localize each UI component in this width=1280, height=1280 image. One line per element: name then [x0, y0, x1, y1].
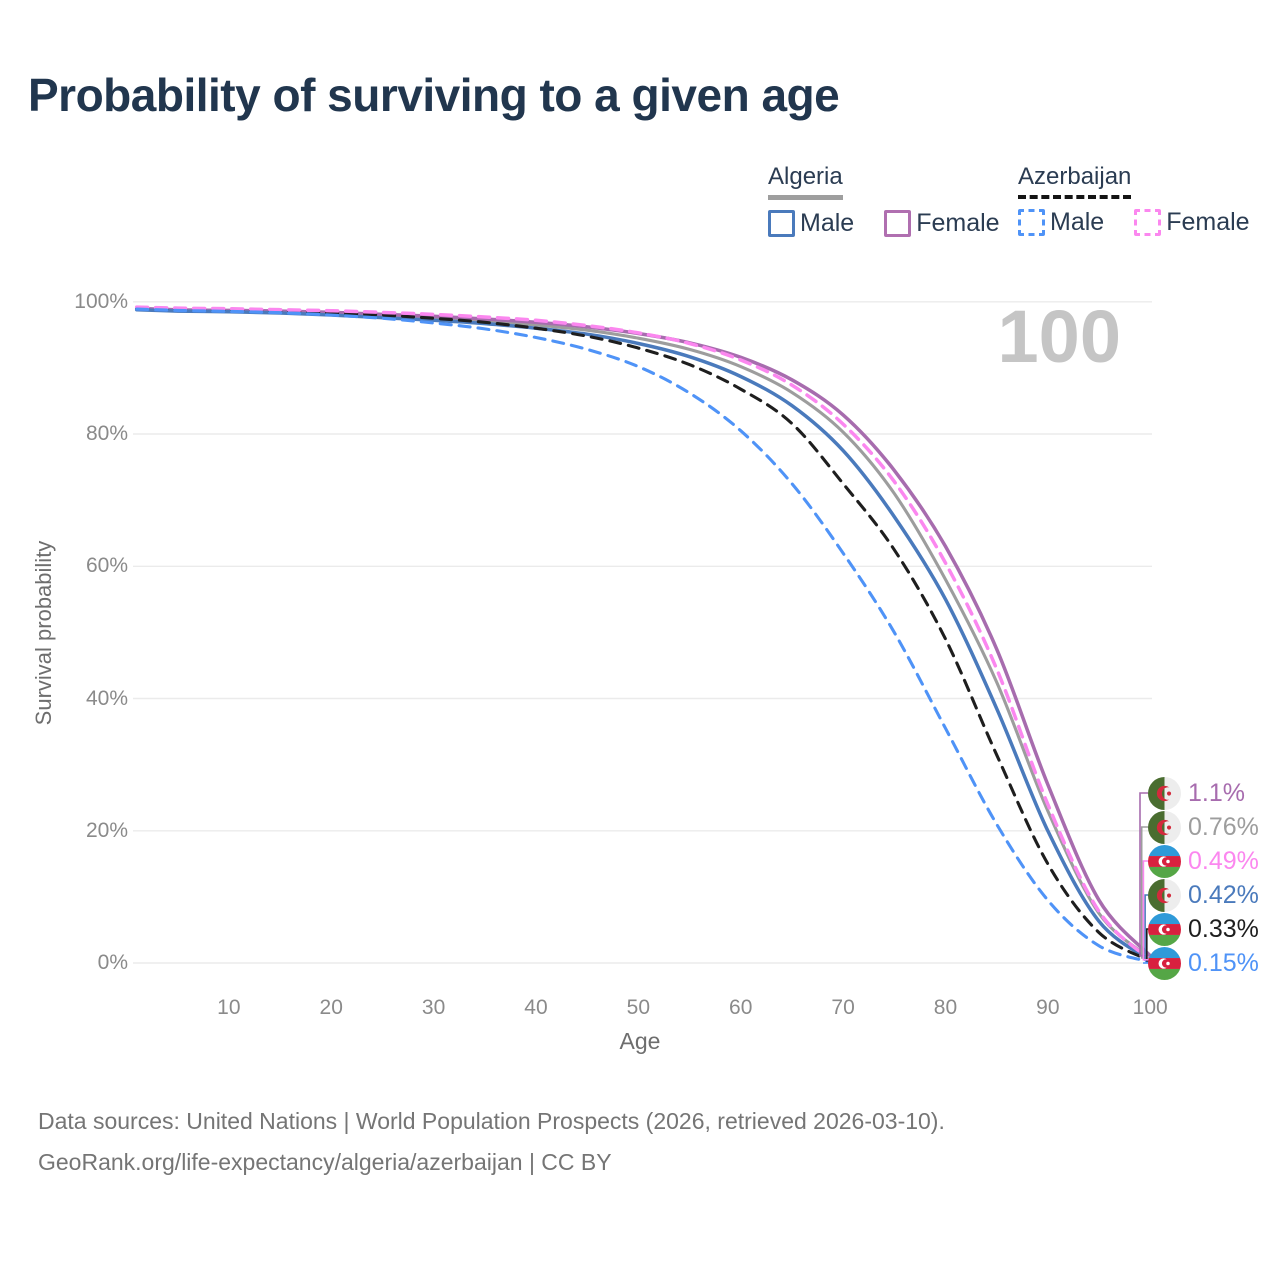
legend-item-azerbaijan-male[interactable]: Male — [1018, 208, 1104, 237]
footer-data-sources: Data sources: United Nations | World Pop… — [38, 1108, 945, 1134]
legend-label: Male — [1050, 208, 1105, 236]
x-tick-50: 50 — [626, 996, 651, 1019]
page-title: Probability of surviving to a given age — [28, 69, 840, 121]
end-label-value: 1.1% — [1188, 778, 1245, 807]
footer-attribution: GeoRank.org/life-expectancy/algeria/azer… — [38, 1149, 612, 1175]
y-tick-20%: 20% — [85, 818, 128, 842]
x-tick-10: 10 — [217, 996, 241, 1019]
algeria-flag-icon — [1148, 810, 1181, 844]
legend-country-azerbaijan: Azerbaijan — [1018, 163, 1132, 199]
legend-swatch-algeria-female — [884, 210, 912, 237]
legend-items-row: Male Female — [768, 209, 1000, 238]
legend-items-row: Male Female — [1018, 208, 1250, 237]
series-line-algeria-female[interactable] — [134, 306, 1152, 958]
legend-swatch-azerbaijan-female — [1134, 209, 1162, 236]
y-tick-60%: 60% — [85, 554, 128, 578]
legend-item-azerbaijan-female[interactable]: Female — [1134, 208, 1250, 237]
legend-label: Female — [1166, 208, 1250, 236]
series-line-algeria-both[interactable] — [135, 307, 1152, 960]
legend-item-algeria-male[interactable]: Male — [768, 209, 854, 238]
y-axis-title: Survival probability — [31, 540, 56, 726]
series-line-azerbaijan-female[interactable] — [134, 305, 1152, 962]
y-tick-0%: 0% — [97, 951, 128, 974]
x-tick-20: 20 — [319, 996, 343, 1019]
watermark-age-100: 100 — [997, 295, 1121, 378]
x-tick-90: 90 — [1036, 996, 1060, 1019]
legend-swatch-algeria-male — [768, 210, 795, 237]
end-label-row-1.1%: 1.1% — [1148, 775, 1245, 811]
end-label-row-0.33%: 0.33% — [1148, 911, 1259, 947]
x-tick-70: 70 — [831, 996, 855, 1019]
legend-label: Male — [800, 209, 855, 237]
legend-swatch-azerbaijan-male — [1018, 209, 1045, 236]
legend-label: Female — [916, 209, 1000, 237]
legend-item-algeria-female[interactable]: Female — [884, 209, 1000, 238]
azerbaijan-flag-icon — [1148, 946, 1181, 980]
legend-group-azerbaijan: Azerbaijan Male Female — [1018, 163, 1250, 237]
y-tick-100%: 100% — [74, 289, 128, 313]
end-label-value: 0.15% — [1188, 948, 1259, 977]
end-label-value: 0.76% — [1188, 812, 1259, 841]
x-tick-40: 40 — [524, 996, 548, 1019]
end-label-value: 0.33% — [1188, 914, 1259, 943]
algeria-flag-icon — [1148, 776, 1181, 810]
legend-group-algeria: Algeria Male Female — [768, 163, 1000, 238]
azerbaijan-flag-icon — [1148, 912, 1181, 946]
end-label-row-0.42%: 0.42% — [1148, 877, 1259, 913]
end-label-value: 0.42% — [1188, 880, 1259, 909]
end-label-row-0.76%: 0.76% — [1148, 809, 1259, 845]
azerbaijan-flag-icon — [1148, 844, 1181, 878]
series-line-azerbaijan-male[interactable] — [135, 307, 1152, 964]
series-line-algeria-male[interactable] — [134, 307, 1152, 962]
algeria-flag-icon — [1148, 878, 1181, 912]
x-tick-60: 60 — [729, 996, 753, 1019]
x-tick-100: 100 — [1132, 996, 1168, 1019]
y-tick-40%: 40% — [85, 686, 128, 710]
y-tick-80%: 80% — [85, 422, 128, 446]
x-tick-30: 30 — [421, 996, 446, 1019]
end-label-value: 0.49% — [1188, 846, 1259, 875]
legend-country-algeria: Algeria — [768, 163, 843, 200]
series-line-azerbaijan-both[interactable] — [135, 306, 1152, 963]
end-label-row-0.49%: 0.49% — [1148, 843, 1259, 879]
x-tick-80: 80 — [933, 996, 958, 1019]
x-axis-title: Age — [619, 1028, 661, 1054]
end-label-row-0.15%: 0.15% — [1148, 945, 1259, 981]
